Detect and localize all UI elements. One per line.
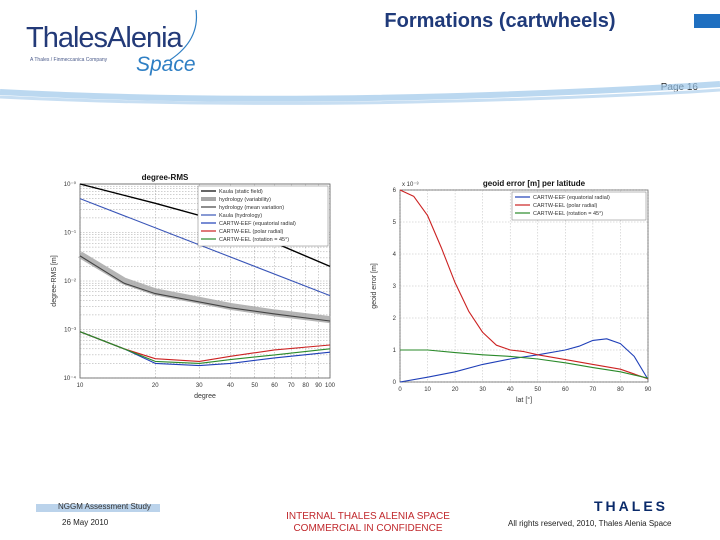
- confidential-line-2: COMMERCIAL IN CONFIDENCE: [293, 523, 443, 534]
- chart-title: geoid error [m] per latitude: [483, 179, 586, 188]
- legend-entry: CARTW-EEL (polar radial): [533, 203, 598, 209]
- legend-entry: CARTW-EEL (polar radial): [219, 229, 284, 235]
- legend-box: [197, 185, 329, 247]
- thales-alenia-logo: ThalesAlenia A Thales / Finmeccanica Com…: [18, 14, 218, 84]
- logo-wordmark: ThalesAlenia: [26, 22, 183, 54]
- y-tick-label: 5: [393, 220, 397, 226]
- x-tick-label: 70: [288, 383, 295, 389]
- x-tick-label: 10: [77, 383, 84, 389]
- x-tick-label: 50: [534, 387, 541, 393]
- y-tick-label: 1: [393, 348, 397, 354]
- chart-title: degree-RMS: [142, 173, 189, 182]
- x-tick-label: 50: [251, 383, 258, 389]
- study-label: NGGM Assessment Study: [58, 502, 151, 511]
- rights-notice: All rights reserved, 2010, Thales Alenia…: [508, 519, 672, 528]
- logo-tagline: A Thales / Finmeccanica Company: [30, 57, 108, 63]
- x-axis-label: degree: [194, 393, 216, 400]
- series-line: [79, 198, 331, 297]
- y-tick-label: 10⁻²: [64, 279, 76, 285]
- x-tick-label: 20: [452, 387, 459, 393]
- legend-entry: Kaula (static field): [219, 189, 263, 195]
- confidentiality-notice: INTERNAL THALES ALENIA SPACE COMMERCIAL …: [260, 511, 476, 535]
- series-line: [78, 251, 331, 324]
- series-line: [400, 349, 649, 379]
- x-tick-label: 90: [645, 387, 652, 393]
- series-line: [399, 189, 649, 380]
- footer-date: 26 May 2010: [62, 518, 109, 527]
- x-tick-label: 60: [562, 387, 569, 393]
- legend-entry: CARTW-EEL (rotation = 45°): [533, 211, 603, 217]
- y-tick-label: 10⁻⁴: [64, 375, 77, 382]
- logo-space-text: Space: [136, 53, 196, 76]
- x-tick-label: 80: [617, 387, 624, 393]
- confidential-line-1: INTERNAL THALES ALENIA SPACE: [286, 511, 450, 522]
- y-tick-label: 4: [393, 252, 397, 258]
- y-tick-label: 0: [393, 380, 397, 386]
- legend-entry: hydrology (variability): [219, 197, 271, 203]
- y-axis-label: degree-RMS [m]: [51, 255, 58, 306]
- legend-box: [511, 191, 647, 221]
- series-line: [399, 338, 649, 383]
- x-tick-label: 10: [424, 387, 431, 393]
- legend-entry: CARTW-EEF (equatorial radial): [219, 221, 296, 227]
- x-tick-label: 40: [507, 387, 514, 393]
- y-tick-label: 10⁻³: [64, 328, 76, 334]
- x-tick-label: 20: [152, 383, 159, 389]
- y-tick-label: 3: [393, 284, 397, 290]
- x-tick-label: 40: [227, 383, 234, 389]
- x-tick-label: 100: [325, 383, 336, 389]
- x-axis-label: lat [°]: [516, 396, 532, 404]
- legend-entry: CARTW-EEL (rotation = 45°): [219, 237, 289, 243]
- y-tick-label: 2: [393, 316, 397, 322]
- slide-title: Formations (cartwheels): [384, 10, 616, 32]
- legend-entry: CARTW-EEF (equatorial radial): [533, 195, 610, 201]
- y-axis-label: geoid error [m]: [371, 263, 378, 309]
- x-tick-label: 80: [302, 383, 309, 389]
- series-line: [79, 331, 331, 364]
- legend-entry: Kaula (hydrology): [219, 213, 262, 219]
- corner-accent: [694, 14, 720, 28]
- legend-entry: hydrology (mean variation): [219, 205, 284, 211]
- y-tick-label: 6: [393, 188, 397, 194]
- x-tick-label: 30: [196, 383, 203, 389]
- x-tick-label: 0: [398, 387, 402, 393]
- series-line: [79, 255, 331, 322]
- x-tick-label: 90: [315, 383, 322, 389]
- y-exponent-label: x 10⁻³: [402, 182, 419, 188]
- y-tick-label: 10⁻⁰: [64, 181, 77, 188]
- thales-logo: THALES: [594, 498, 668, 514]
- x-tick-label: 70: [590, 387, 597, 393]
- x-tick-label: 30: [479, 387, 486, 393]
- x-tick-label: 60: [271, 383, 278, 389]
- y-tick-label: 10⁻¹: [64, 231, 76, 237]
